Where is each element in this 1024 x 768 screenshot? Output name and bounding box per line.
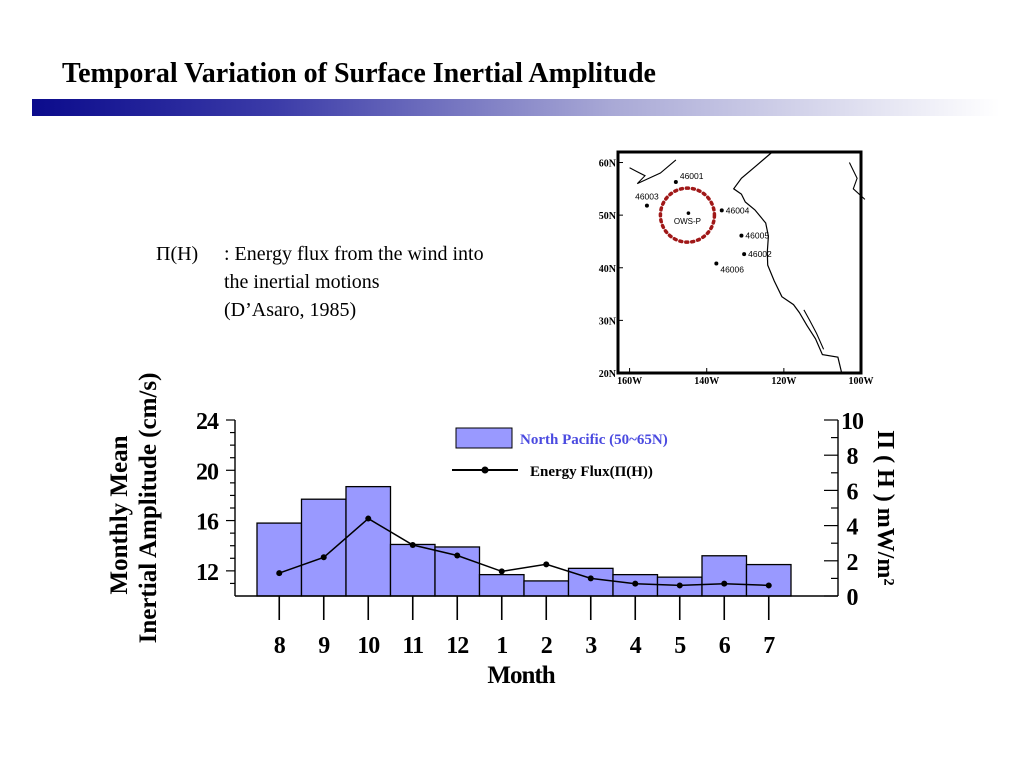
buoy-station-marker — [742, 252, 747, 257]
x-tick-label: 3 — [585, 633, 597, 659]
y-tick-label: 24 — [196, 409, 219, 435]
buoy-station-marker — [719, 208, 724, 213]
x-tick-label: 4 — [630, 633, 642, 659]
energy-flux-point-10 — [365, 515, 372, 522]
ows-p-marker — [686, 211, 691, 215]
energy-flux-point-2 — [543, 561, 550, 568]
y2-tick-label: 10 — [841, 409, 864, 435]
y2-tick-label: 4 — [847, 515, 859, 541]
lon-label: 160W — [617, 376, 642, 387]
buoy-station-marker — [644, 203, 649, 208]
x-tick-label: 1 — [496, 633, 507, 659]
x-tick-label: 8 — [274, 633, 286, 659]
legend-line-marker — [481, 466, 489, 474]
y-axis-title-line2: Inertial Amplitude (cm/s) — [135, 373, 162, 644]
title-underline-bar — [32, 99, 1000, 116]
energy-flux-point-4 — [632, 580, 639, 587]
buoy-station-label: 46003 — [635, 192, 659, 202]
buoy-station-label: 46001 — [680, 171, 704, 181]
x-tick-label: 2 — [541, 633, 552, 659]
x-tick-label: 10 — [357, 633, 380, 659]
lon-label: 120W — [771, 376, 796, 387]
definition-line: (D’Asaro, 1985) — [224, 299, 357, 321]
legend-line-label: Energy Flux(Π(H)) — [530, 464, 653, 480]
y2-tick-label: 8 — [847, 444, 859, 470]
energy-flux-point-5 — [676, 582, 683, 589]
slide-title: Temporal Variation of Surface Inertial A… — [62, 58, 656, 89]
lat-label: 50N — [599, 211, 617, 222]
energy-flux-point-8 — [276, 570, 283, 577]
ows-p-label: OWS-P — [674, 217, 701, 226]
y2-axis-title: Π ( H ) mW/m² — [872, 430, 898, 585]
energy-flux-point-6 — [721, 580, 728, 587]
legend-bar-label: North Pacific (50~65N) — [520, 432, 668, 448]
y-tick-label: 16 — [196, 510, 219, 536]
definition-symbol: Π(H) — [156, 243, 199, 265]
x-tick-label: 12 — [446, 633, 468, 659]
buoy-station-marker — [673, 179, 678, 184]
energy-flux-point-12 — [454, 552, 461, 559]
x-tick-label: 7 — [763, 633, 775, 659]
energy-flux-point-3 — [587, 575, 594, 582]
energy-flux-point-9 — [320, 554, 327, 561]
bar-11 — [389, 543, 436, 597]
baja-coastline — [803, 309, 825, 350]
energy-flux-point-7 — [765, 582, 772, 589]
y-axis-title-line1: Monthly Mean — [106, 435, 133, 594]
bar-9 — [300, 498, 347, 597]
map-frame — [616, 150, 863, 375]
lat-label: 30N — [599, 316, 617, 327]
bar-10 — [345, 485, 392, 597]
x-tick-label: 5 — [674, 633, 686, 659]
x-tick-label: 11 — [402, 633, 423, 659]
definition-line: : Energy flux from the wind into — [224, 243, 484, 265]
lon-label: 140W — [694, 376, 719, 387]
y2-tick-label: 2 — [847, 550, 858, 576]
energy-flux-point-11 — [409, 541, 416, 548]
y2-tick-label: 0 — [847, 585, 859, 611]
x-axis-title: Month — [487, 662, 555, 689]
buoy-station-label: 46004 — [726, 205, 750, 215]
buoy-station-marker — [714, 261, 719, 266]
bar-3 — [567, 567, 614, 597]
ows-p-highlight-circle — [658, 186, 717, 244]
lon-label: 100W — [849, 376, 874, 387]
x-tick-label: 9 — [318, 633, 330, 659]
coastline — [732, 151, 843, 374]
bar-2 — [523, 580, 570, 597]
y2-tick-label: 6 — [847, 479, 859, 505]
inland-boundary — [848, 162, 866, 200]
definition-line: the inertial motions — [224, 271, 380, 293]
energy-flux-point-1 — [498, 568, 505, 575]
buoy-station-label: 46002 — [748, 249, 772, 259]
legend-bar-swatch — [455, 427, 513, 449]
bar-1 — [478, 573, 525, 597]
bar-8 — [256, 522, 303, 597]
x-tick-label: 6 — [719, 633, 731, 659]
alaska-coastline — [629, 159, 677, 185]
buoy-station-marker — [739, 233, 744, 238]
bar-6 — [701, 555, 748, 597]
lat-label: 20N — [599, 369, 617, 380]
buoy-station-label: 46005 — [745, 231, 769, 241]
bar-7 — [745, 563, 792, 597]
lat-label: 60N — [599, 159, 617, 170]
definition-text: : Energy flux from the wind into the ine… — [224, 240, 484, 324]
buoy-station-label: 46006 — [720, 265, 744, 275]
y-tick-label: 20 — [196, 459, 219, 485]
y-tick-label: 12 — [196, 560, 218, 586]
energy-flux-line — [279, 517, 769, 587]
lat-label: 40N — [599, 264, 617, 275]
